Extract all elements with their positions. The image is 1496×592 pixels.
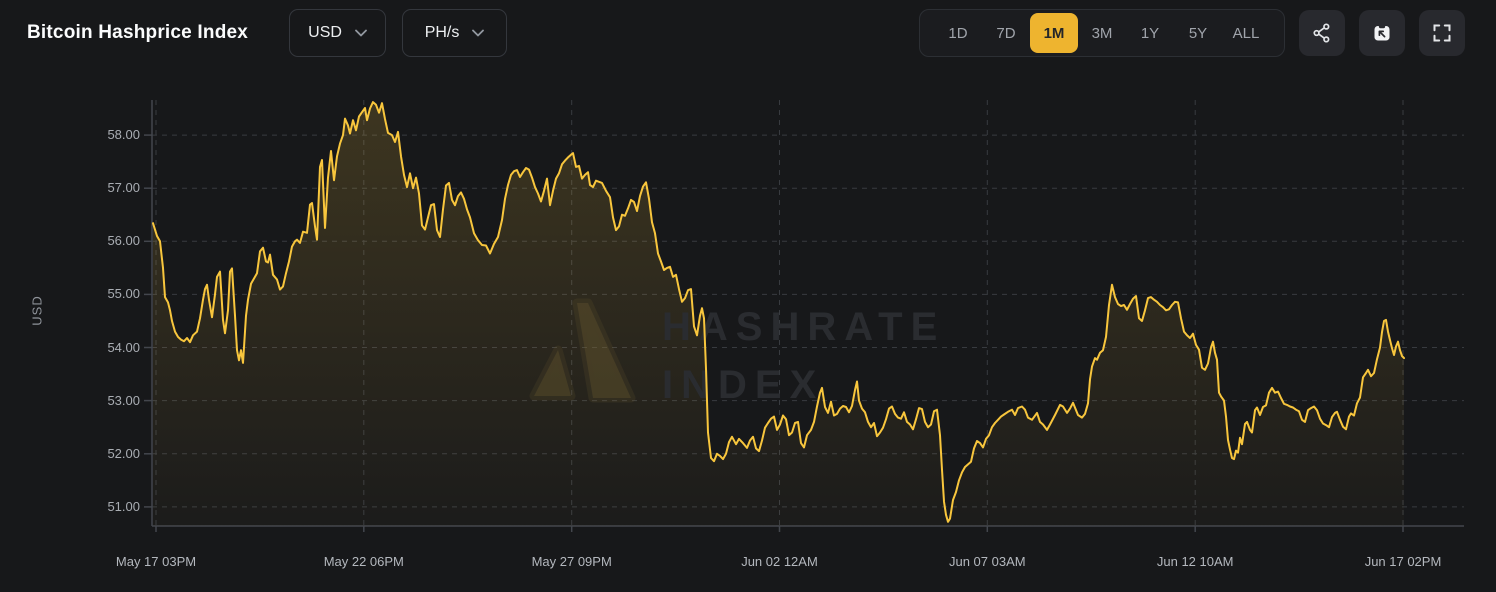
y-tick-label: 55.00 (107, 286, 140, 302)
watermark: HASHRATE INDEX (529, 298, 945, 407)
chevron-down-icon (472, 29, 485, 37)
x-tick-label: Jun 12 10AM (1156, 554, 1234, 569)
range-button-7d[interactable]: 7D (982, 13, 1030, 53)
x-tick-label: Jun 02 12AM (741, 554, 818, 569)
page-title: Bitcoin Hashprice Index (27, 22, 249, 43)
fullscreen-button[interactable] (1419, 10, 1465, 56)
x-tick-label: Jun 07 03AM (948, 554, 1026, 569)
fullscreen-icon (1433, 24, 1451, 42)
range-button-3m[interactable]: 3M (1078, 13, 1126, 53)
y-tick-label: 51.00 (107, 498, 140, 514)
range-button-1m[interactable]: 1M (1030, 13, 1078, 53)
y-tick-label: 57.00 (107, 180, 140, 196)
y-tick-label: 54.00 (107, 339, 140, 355)
time-range-group: 1D 7D 1M 3M 1Y 5Y ALL (919, 9, 1285, 57)
y-tick-label: 56.00 (107, 233, 140, 249)
share-button[interactable] (1299, 10, 1345, 56)
range-button-1d[interactable]: 1D (934, 13, 982, 53)
x-tick-label: May 27 09PM (531, 554, 612, 569)
share-icon (1313, 23, 1330, 43)
svg-text:HASHRATE: HASHRATE (662, 305, 945, 349)
range-button-1y[interactable]: 1Y (1126, 13, 1174, 53)
chevron-down-icon (355, 29, 367, 37)
clipboard-arrow-icon (1374, 24, 1390, 41)
x-tick-label: May 17 03PM (115, 554, 197, 569)
save-image-button[interactable] (1359, 10, 1405, 56)
range-button-all[interactable]: ALL (1222, 13, 1270, 53)
y-tick-label: 58.00 (107, 127, 140, 143)
currency-dropdown[interactable]: USD (289, 9, 387, 57)
chart-header: Bitcoin Hashprice Index USD PH/s 1D 7D 1M 3… (0, 0, 1496, 66)
x-tick-label: May 22 06PM (323, 554, 404, 569)
unit-dropdown-value: PH/s (424, 24, 460, 41)
x-tick-label: Jun 17 02PM (1364, 554, 1442, 569)
y-tick-label: 52.00 (107, 445, 140, 461)
unit-dropdown[interactable]: PH/s (402, 9, 508, 57)
svg-text:INDEX: INDEX (662, 363, 824, 407)
currency-dropdown-value: USD (308, 24, 342, 41)
range-button-5y[interactable]: 5Y (1174, 13, 1222, 53)
y-tick-label: 53.00 (107, 392, 140, 408)
